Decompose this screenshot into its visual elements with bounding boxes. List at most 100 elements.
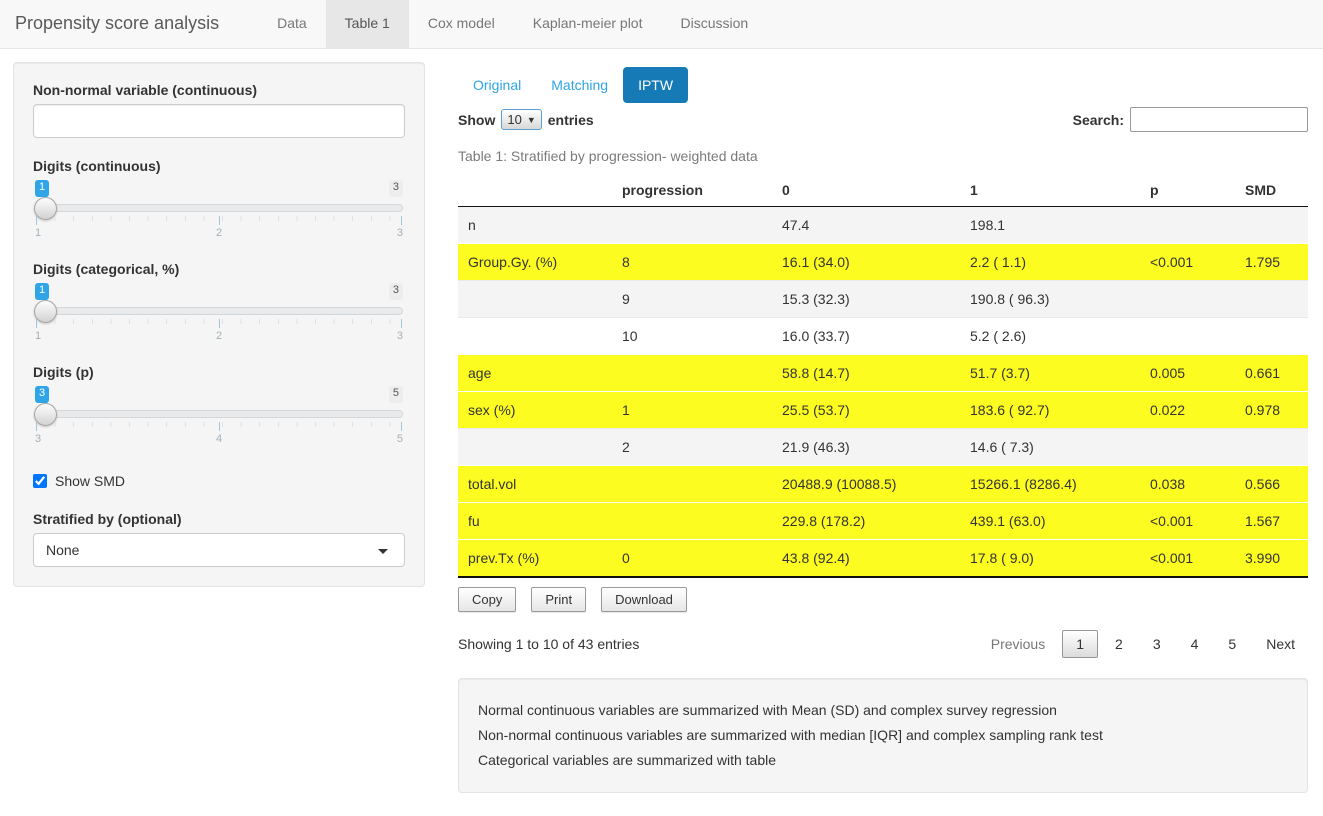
slider-digits-continuous: Digits (continuous) 1 3 1 2 3 xyxy=(33,158,405,241)
row-label-cell: Group.Gy. (%) xyxy=(458,243,612,281)
row-label-cell xyxy=(458,428,612,466)
data-cell: <0.001 xyxy=(1140,502,1215,540)
show-smd-label: Show SMD xyxy=(55,473,126,489)
data-cell xyxy=(612,354,772,392)
data-cell: 20488.9 (10088.5) xyxy=(772,465,960,503)
table-buttons: Copy Print Download xyxy=(458,587,1308,612)
data-cell: <0.001 xyxy=(1140,539,1215,578)
col-header-1: 1 xyxy=(960,176,1140,207)
data-cell: 51.7 (3.7) xyxy=(960,354,1140,392)
table-row: age 58.8 (14.7) 51.7 (3.7) 0.005 0.661 xyxy=(458,354,1308,392)
data-cell: 229.8 (178.2) xyxy=(772,502,960,540)
copy-button[interactable]: Copy xyxy=(458,587,517,612)
entries-select[interactable]: 10 ▼ xyxy=(501,109,542,130)
slider-tick-label: 4 xyxy=(215,433,223,445)
nav-tab-cox-model[interactable]: Cox model xyxy=(427,15,495,31)
search-input[interactable] xyxy=(1130,107,1308,132)
page-number[interactable]: 5 xyxy=(1228,636,1237,652)
data-cell: 0.978 xyxy=(1215,391,1308,429)
page-number[interactable]: 3 xyxy=(1152,636,1161,652)
slider-track[interactable] xyxy=(34,197,403,220)
pagination: Previous 1 2 3 4 5 Next xyxy=(974,630,1308,658)
nav-tab-discussion[interactable]: Discussion xyxy=(680,15,749,31)
slider-max-badge: 3 xyxy=(388,180,403,197)
slider-label: Digits (p) xyxy=(33,364,94,380)
slider-track[interactable] xyxy=(34,300,403,323)
table-row: fu 229.8 (178.2) 439.1 (63.0) <0.001 1.567 xyxy=(458,502,1308,540)
slider-tick-label: 2 xyxy=(215,330,223,342)
data-cell: 2.2 ( 1.1) xyxy=(960,243,1140,281)
data-cell: 1 xyxy=(612,391,772,429)
slider-tick-label: 3 xyxy=(396,227,403,239)
data-cell: 2 xyxy=(612,428,772,466)
table1: progression 0 1 p SMD n 47.4 198.1 Group.Gy… xyxy=(458,176,1308,578)
download-button[interactable]: Download xyxy=(601,587,687,612)
slider-grid xyxy=(36,422,402,431)
slider-max-badge: 3 xyxy=(388,283,403,300)
data-cell xyxy=(1140,207,1215,244)
page-number[interactable]: 1 xyxy=(1062,630,1099,658)
slider-grid xyxy=(36,319,402,328)
pill-iptw[interactable]: IPTW xyxy=(623,67,689,103)
page-number[interactable]: 2 xyxy=(1115,636,1123,652)
slider-digits-p: Digits (p) 3 5 3 4 5 xyxy=(33,364,405,447)
stratified-by-select[interactable]: None xyxy=(33,533,405,567)
table-info: Showing 1 to 10 of 43 entries xyxy=(458,636,640,652)
col-header-p: p xyxy=(1140,176,1215,207)
nav-tab-table1[interactable]: Table 1 xyxy=(325,0,409,48)
data-cell: 8 xyxy=(612,243,772,281)
show-entries-suffix: entries xyxy=(547,111,594,128)
pill-matching[interactable]: Matching xyxy=(551,77,609,93)
data-cell xyxy=(1140,428,1215,466)
chevron-down-icon xyxy=(378,549,388,554)
row-label-cell: prev.Tx (%) xyxy=(458,539,612,578)
slider-label: Digits (continuous) xyxy=(33,158,161,174)
data-cell: 47.4 xyxy=(782,217,810,233)
nav-tab-kaplan-meier[interactable]: Kaplan-meier plot xyxy=(532,15,643,31)
slider-tick-label: 3 xyxy=(35,433,42,445)
data-cell: 15.3 (32.3) xyxy=(772,280,960,318)
navbar-tabs: Data Table 1 Cox model Kaplan-meier plot… xyxy=(258,0,767,48)
stratified-by-label: Stratified by (optional) xyxy=(33,511,182,527)
slider-track[interactable] xyxy=(34,403,403,426)
table-caption: Table 1: Stratified by progression- weig… xyxy=(458,148,758,164)
row-label-cell xyxy=(458,280,612,318)
nav-tab-data[interactable]: Data xyxy=(277,15,307,31)
print-button[interactable]: Print xyxy=(531,587,587,612)
slider-tick-label: 5 xyxy=(396,433,403,445)
slider-tick-label: 3 xyxy=(396,330,403,342)
show-smd-checkbox[interactable] xyxy=(33,474,47,488)
app-title: Propensity score analysis xyxy=(15,13,220,33)
slider-digits-categorical: Digits (categorical, %) 1 3 1 2 3 xyxy=(33,261,405,344)
data-cell: 198.1 xyxy=(970,217,1006,233)
data-cell: 16.0 (33.7) xyxy=(772,317,960,355)
result-pills: Original Matching IPTW xyxy=(458,67,1308,103)
footnote-line: Non-normal continuous variables are summ… xyxy=(478,727,1103,743)
data-cell xyxy=(1215,428,1308,466)
col-header-variable xyxy=(458,176,612,207)
table-row: n 47.4 198.1 xyxy=(458,206,1308,244)
data-cell: 0.661 xyxy=(1215,354,1308,392)
next-button[interactable]: Next xyxy=(1266,636,1295,652)
data-cell: 0.566 xyxy=(1215,465,1308,503)
table-body: n 47.4 198.1 Group.Gy. (%) 8 16.1 (34.0) 2.2 (… xyxy=(458,206,1308,578)
data-cell: 439.1 (63.0) xyxy=(960,502,1140,540)
previous-button[interactable]: Previous xyxy=(990,636,1046,652)
sidebar-panel: Non-normal variable (continuous) Digits … xyxy=(13,62,425,587)
data-cell: 15266.1 (8286.4) xyxy=(960,465,1140,503)
row-label-cell: age xyxy=(458,354,612,392)
footnotes-well: Normal continuous variables are summariz… xyxy=(458,678,1308,793)
row-label-cell: total.vol xyxy=(458,465,612,503)
slider-tick-label: 1 xyxy=(35,330,42,342)
data-cell: 0.038 xyxy=(1140,465,1215,503)
table-row: total.vol 20488.9 (10088.5) 15266.1 (8286.… xyxy=(458,465,1308,503)
data-cell: 9 xyxy=(612,280,772,318)
table-row: Group.Gy. (%) 8 16.1 (34.0) 2.2 ( 1.1) <0.00… xyxy=(458,243,1308,281)
data-cell xyxy=(612,207,772,244)
data-cell: 1.567 xyxy=(1215,502,1308,540)
nonnormal-variable-input[interactable] xyxy=(33,104,405,138)
nonnormal-variable-label: Non-normal variable (continuous) xyxy=(33,82,258,98)
page-number[interactable]: 4 xyxy=(1190,636,1199,652)
footnote-line: Normal continuous variables are summariz… xyxy=(478,702,1057,718)
pill-original[interactable]: Original xyxy=(473,77,522,93)
